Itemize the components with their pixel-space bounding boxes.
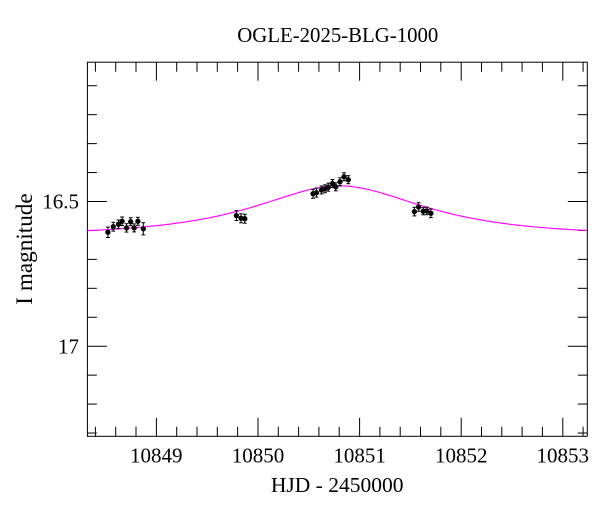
svg-text:10851: 10851 bbox=[333, 444, 386, 468]
svg-text:16.5: 16.5 bbox=[42, 190, 79, 214]
svg-text:10852: 10852 bbox=[435, 444, 488, 468]
svg-text:17: 17 bbox=[58, 334, 79, 358]
svg-text:10853: 10853 bbox=[536, 444, 589, 468]
svg-text:10849: 10849 bbox=[130, 444, 183, 468]
svg-text:HJD - 2450000: HJD - 2450000 bbox=[271, 473, 404, 497]
svg-text:OGLE-2025-BLG-1000: OGLE-2025-BLG-1000 bbox=[237, 24, 438, 47]
svg-text:I magnitude: I magnitude bbox=[12, 193, 38, 304]
svg-text:10850: 10850 bbox=[232, 444, 285, 468]
